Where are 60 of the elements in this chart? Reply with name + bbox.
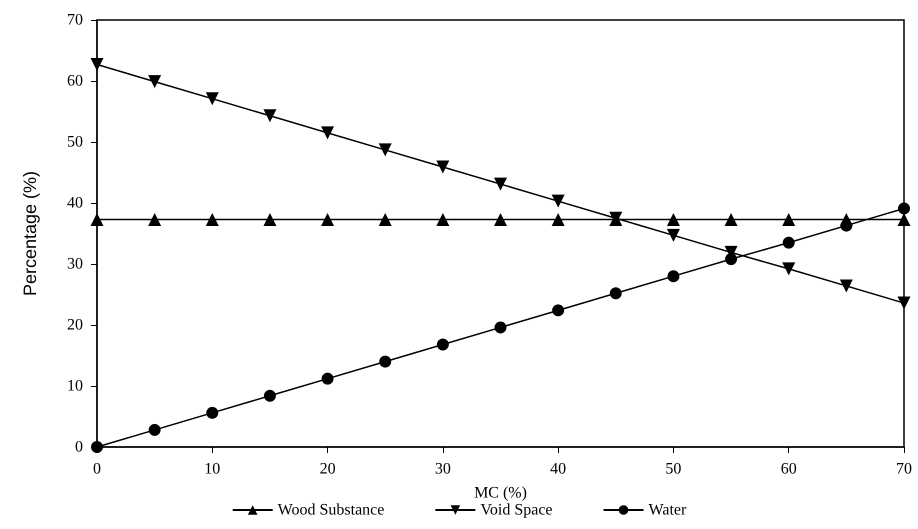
- point: [552, 304, 564, 316]
- point: [898, 202, 910, 214]
- point: [666, 212, 680, 226]
- x-tick-label: 10: [204, 460, 220, 478]
- legend-label: Void Space: [480, 502, 553, 518]
- legend-label: Water: [648, 502, 687, 518]
- point: [90, 212, 104, 226]
- point: [148, 212, 162, 226]
- point: [840, 212, 853, 226]
- y-tick-label: 30: [67, 256, 83, 272]
- x-tick-label: 0: [93, 460, 101, 478]
- point: [264, 390, 276, 402]
- point: [436, 212, 450, 226]
- point: [378, 143, 392, 156]
- point: [494, 212, 507, 226]
- y-tick-label: 70: [67, 12, 83, 28]
- point: [666, 228, 680, 242]
- point: [782, 236, 795, 249]
- x-tick-label: 30: [434, 460, 451, 478]
- x-tick-label: 40: [550, 460, 566, 478]
- x-axis-title: MC (%): [474, 484, 527, 502]
- point: [263, 212, 276, 226]
- point: [667, 270, 680, 282]
- point: [898, 296, 910, 310]
- y-tick-label: 0: [75, 438, 83, 456]
- y-tick-label: 40: [67, 194, 83, 212]
- point: [610, 287, 622, 300]
- point: [321, 126, 334, 140]
- point: [494, 178, 507, 191]
- point: [552, 212, 565, 226]
- point: [206, 92, 219, 106]
- x-tick-label: 60: [780, 460, 797, 478]
- point: [321, 212, 334, 226]
- point: [263, 109, 276, 122]
- x-tick-label: 70: [896, 460, 912, 478]
- point: [724, 212, 738, 226]
- point: [378, 212, 392, 226]
- x-tick-label: 50: [665, 460, 682, 478]
- point: [494, 321, 506, 334]
- y-tick-label: 60: [67, 72, 83, 90]
- point: [552, 194, 565, 208]
- x-tick-label: 20: [320, 460, 336, 478]
- point: [898, 212, 910, 226]
- point: [206, 212, 219, 226]
- point: [206, 406, 218, 419]
- point: [148, 75, 162, 88]
- point: [148, 424, 161, 436]
- point: [782, 212, 796, 226]
- y-tick-label: 10: [67, 378, 83, 394]
- point: [436, 160, 450, 174]
- point: [436, 338, 449, 351]
- y-axis-title: Percentage (%): [20, 170, 40, 296]
- point: [782, 262, 796, 276]
- point: [322, 372, 334, 385]
- y-tick-label: 50: [67, 134, 83, 150]
- point: [379, 356, 392, 368]
- point: [840, 279, 853, 292]
- legend-label: Wood Substance: [278, 502, 384, 518]
- point: [90, 58, 104, 72]
- y-tick-label: 20: [67, 316, 83, 334]
